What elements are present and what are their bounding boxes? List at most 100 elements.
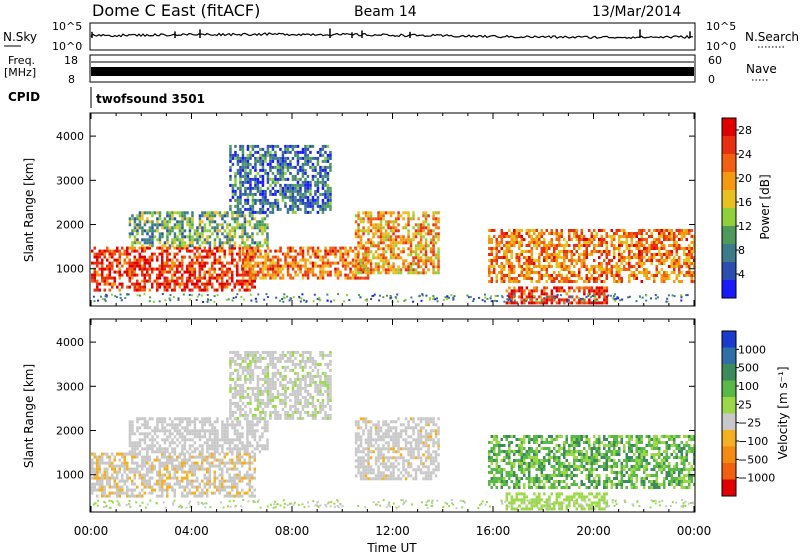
power-colorbar-tick-label: 20 bbox=[738, 172, 752, 185]
power-axes: 1000 2000 3000 4000 bbox=[56, 113, 695, 306]
vel-echo-region bbox=[229, 350, 332, 420]
vel-echo-region bbox=[505, 492, 609, 511]
power-colorbar-tick-label: 28 bbox=[738, 124, 752, 137]
vel-echo-region bbox=[488, 435, 696, 489]
x-tick-label: 00:00 bbox=[74, 524, 109, 538]
vel-colorbar-frame bbox=[721, 330, 737, 497]
power-panel: 1000 2000 3000 4000 Slant Range [km] 4 8 12 16… bbox=[22, 112, 772, 307]
vel-colorbar-tick-label: −500 bbox=[738, 453, 768, 466]
power-colorbar: 4 8 12 16 20 24 28 bbox=[721, 117, 752, 299]
noise-left-bottom: 10^0 bbox=[52, 40, 82, 53]
vel-echo-region bbox=[91, 452, 256, 498]
freq-left-top: 18 bbox=[64, 54, 78, 67]
freq-panel-frame bbox=[89, 54, 696, 83]
power-echo-region bbox=[354, 211, 440, 275]
x-tick-labels: 00:00 04:00 08:00 12:00 16:00 20:00 00:00 bbox=[74, 524, 712, 538]
power-colorbar-segment bbox=[722, 154, 736, 173]
cpid-label: CPID bbox=[8, 90, 40, 104]
noise-panel-frame bbox=[89, 22, 696, 51]
x-tick-label: 16:00 bbox=[476, 524, 511, 538]
noise-left-label: N.Sky bbox=[3, 30, 37, 44]
vel-colorbar-segment bbox=[722, 479, 736, 497]
vel-colorbar-segment bbox=[722, 380, 736, 398]
power-echo-region bbox=[488, 229, 696, 283]
date-label: 13/Mar/2014 bbox=[592, 4, 681, 20]
power-colorbar-tick-label: 8 bbox=[738, 244, 745, 257]
noise-panel: N.Sky 10^5 10^0 10^5 10^0 N.Search bbox=[3, 20, 799, 53]
velocity-ylabel: Slant Range [km] bbox=[22, 364, 36, 468]
power-ytick-label: 3000 bbox=[56, 174, 84, 187]
vel-colorbar-segment bbox=[722, 364, 736, 381]
power-colorbar-label: Power [dB] bbox=[758, 174, 772, 239]
vel-colorbar-tick-label: 1000 bbox=[738, 343, 766, 356]
power-colorbar-segment bbox=[722, 226, 736, 245]
vel-near-range-speckle bbox=[92, 499, 695, 509]
vel-colorbar-segment bbox=[722, 397, 736, 414]
velocity-colorbar: 1000 500 100 25 −25 −100 −500 −1000 bbox=[721, 330, 775, 497]
nave-label: Nave bbox=[746, 62, 777, 76]
x-tick-label: 20:00 bbox=[576, 524, 611, 538]
freq-right-bottom: 0 bbox=[708, 73, 715, 86]
power-colorbar-tick-label: 24 bbox=[738, 148, 752, 161]
vel-colorbar-tick-label: −1000 bbox=[738, 472, 775, 485]
x-tick-label: 12:00 bbox=[375, 524, 410, 538]
vel-colorbar-segment bbox=[722, 413, 736, 431]
power-colorbar-segment bbox=[722, 172, 736, 191]
noise-trace bbox=[90, 32, 694, 40]
vel-colorbar-tick-label: 25 bbox=[738, 398, 752, 411]
x-tick-label: 00:00 bbox=[677, 524, 712, 538]
vel-colorbar-segment bbox=[722, 331, 736, 348]
velocity-axes: 1000 2000 3000 4000 bbox=[56, 319, 695, 512]
noise-left-top: 10^5 bbox=[52, 20, 82, 33]
power-echo-region bbox=[229, 144, 332, 214]
freq-left-bottom: 8 bbox=[68, 73, 75, 86]
vel-echo-region bbox=[354, 417, 440, 481]
power-colorbar-segment bbox=[722, 244, 736, 263]
power-colorbar-segment bbox=[722, 118, 736, 137]
beam-label: Beam 14 bbox=[354, 4, 417, 20]
vel-ytick-label: 1000 bbox=[56, 469, 84, 482]
power-echo-region bbox=[91, 246, 256, 292]
power-colorbar-segment bbox=[722, 208, 736, 227]
nave-band bbox=[91, 67, 694, 76]
x-tick-label: 04:00 bbox=[174, 524, 209, 538]
velocity-panel: 1000 2000 3000 4000 Slant Range [km] 1000 50… bbox=[22, 318, 790, 513]
vel-colorbar-tick-label: −25 bbox=[738, 417, 761, 430]
power-colorbar-segment bbox=[722, 262, 736, 281]
station-title: Dome C East (fitACF) bbox=[92, 1, 260, 20]
power-ylabel: Slant Range [km] bbox=[22, 158, 36, 262]
x-tick-label: 08:00 bbox=[275, 524, 310, 538]
velocity-plot bbox=[91, 350, 696, 511]
power-plot bbox=[91, 144, 696, 305]
freq-right-top: 60 bbox=[708, 54, 722, 67]
freq-label-2: [MHz] bbox=[4, 66, 36, 79]
vel-colorbar-segment bbox=[722, 347, 736, 365]
power-colorbar-frame bbox=[721, 117, 737, 299]
noise-right-bottom: 10^0 bbox=[706, 40, 736, 53]
freq-panel: Freq. [MHz] 18 8 60 0 Nave bbox=[4, 54, 777, 86]
power-colorbar-segment bbox=[722, 190, 736, 209]
vel-colorbar-tick-label: −100 bbox=[738, 435, 768, 448]
vel-ytick-label: 4000 bbox=[56, 336, 84, 349]
power-ytick-label: 4000 bbox=[56, 130, 84, 143]
power-ytick-label: 1000 bbox=[56, 263, 84, 276]
power-echo-region bbox=[241, 246, 370, 280]
velocity-colorbar-label: Velocity [m s⁻¹] bbox=[776, 366, 790, 459]
power-colorbar-segment bbox=[722, 280, 736, 299]
vel-colorbar-segment bbox=[722, 446, 736, 464]
power-near-range-speckle bbox=[92, 293, 689, 303]
vel-colorbar-segment bbox=[722, 430, 736, 447]
vel-ytick-label: 3000 bbox=[56, 380, 84, 393]
vel-colorbar-tick-label: 100 bbox=[738, 380, 759, 393]
power-echo-region bbox=[128, 211, 269, 248]
freq-label-1: Freq. bbox=[8, 54, 35, 67]
power-colorbar-segment bbox=[722, 136, 736, 155]
x-axis-label: Time UT bbox=[366, 541, 417, 554]
noise-spikes bbox=[91, 28, 691, 38]
noise-right-label: N.Search bbox=[745, 30, 799, 44]
vel-colorbar-tick-label: 500 bbox=[738, 362, 759, 375]
vel-colorbar-segment bbox=[722, 463, 736, 480]
power-colorbar-tick-label: 4 bbox=[738, 268, 745, 281]
noise-right-top: 10^5 bbox=[706, 20, 736, 33]
